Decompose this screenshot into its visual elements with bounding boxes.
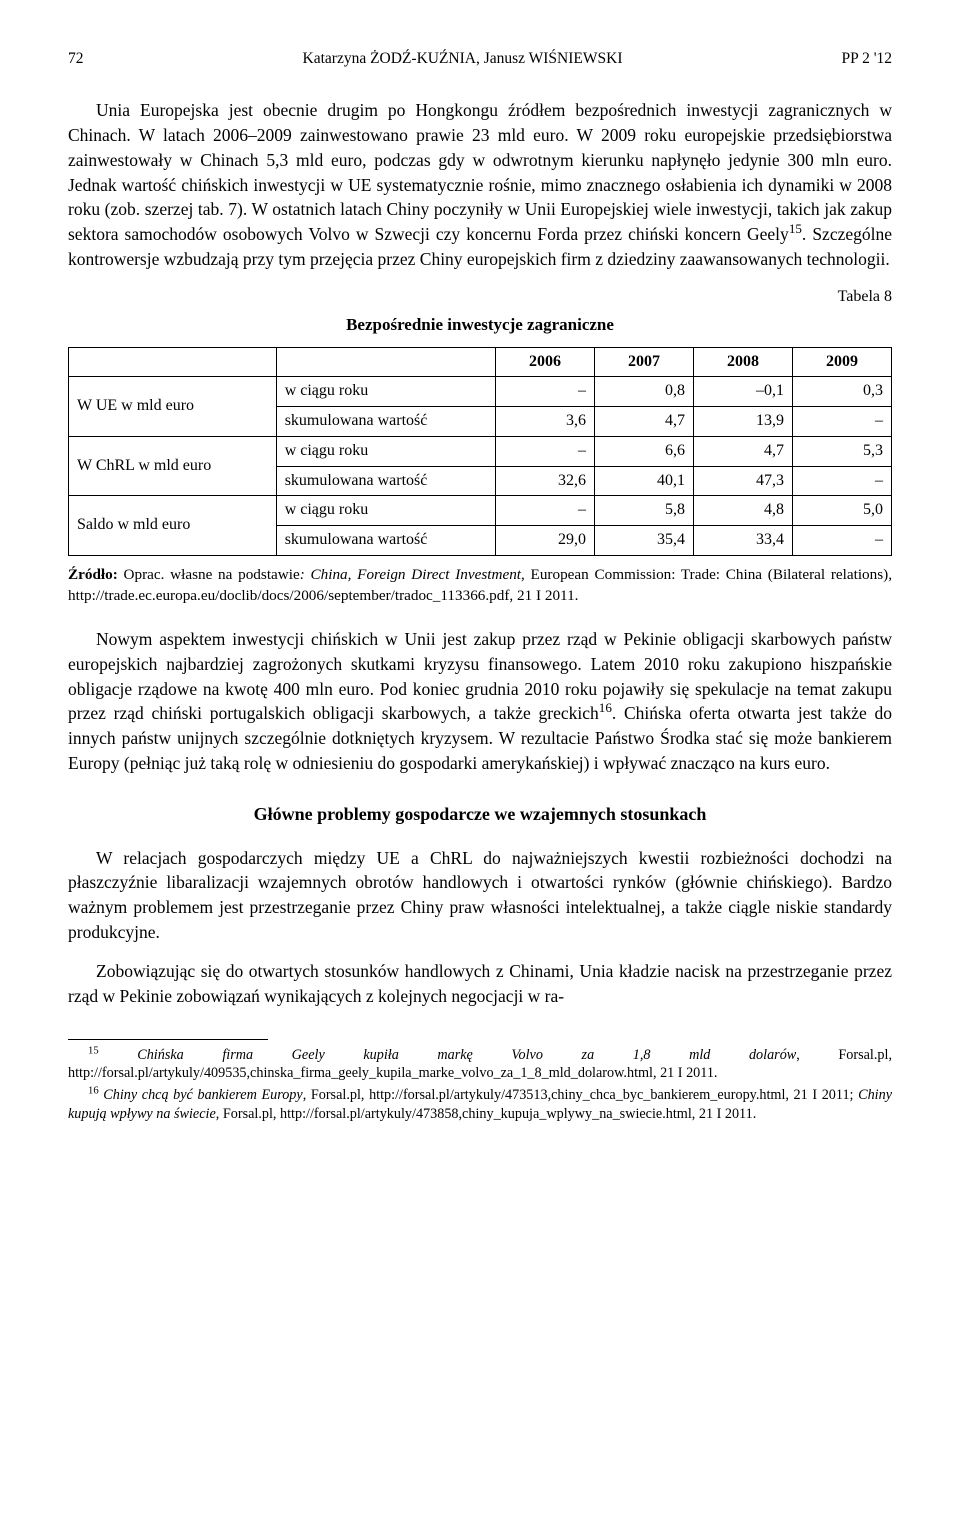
footnote-16-tail: , Forsal.pl, http://forsal.pl/artykuly/4… [216,1106,757,1122]
table-source: Źródło: Oprac. własne na podstawie: Chin… [68,564,892,607]
cell: – [496,436,595,466]
page-header: 72 Katarzyna ŻODŹ-KUŹNIA, Janusz WIŚNIEW… [68,48,892,70]
table-title: Bezpośrednie inwestycje zagraniczne [68,313,892,337]
cell: 3,6 [496,407,595,437]
row-label: skumulowana wartość [276,466,495,496]
source-text-a: Oprac. własne na podstawie [118,566,300,583]
cell: 4,7 [694,436,793,466]
cell: 32,6 [496,466,595,496]
source-label: Źródło: [68,566,118,583]
cell: – [496,377,595,407]
footnote-16: 16 Chiny chcą być bankierem Europy, Fors… [68,1086,892,1123]
table-8-wrap: Tabela 8 Bezpośrednie inwestycje zagrani… [68,286,892,607]
table-body: W UE w mld eurow ciągu roku–0,8–0,10,3sk… [69,377,892,555]
footnote-16-italic-1: Chiny chcą być bankierem Europy [103,1087,302,1103]
footnotes: 15 Chińska firma Geely kupiła markę Volv… [68,1046,892,1124]
cell: 33,4 [694,526,793,556]
source-text-italic: : China, Foreign Direct Investment [300,566,521,583]
paragraph-1-text: Unia Europejska jest obecnie drugim po H… [68,100,892,244]
cell: 0,8 [595,377,694,407]
cell: – [793,526,892,556]
page: 72 Katarzyna ŻODŹ-KUŹNIA, Janusz WIŚNIEW… [0,0,960,1187]
footnote-15-num: 15 [88,1045,99,1056]
header-authors: Katarzyna ŻODŹ-KUŹNIA, Janusz WIŚNIEWSKI [84,48,842,70]
cell: 5,3 [793,436,892,466]
cell: 5,0 [793,496,892,526]
table-row: W UE w mld eurow ciągu roku–0,8–0,10,3 [69,377,892,407]
footnote-ref-15: 15 [789,221,802,236]
page-number: 72 [68,48,84,70]
footnote-16-num: 16 [88,1085,99,1096]
row-label: skumulowana wartość [276,526,495,556]
cell: 5,8 [595,496,694,526]
table-row: Saldo w mld eurow ciągu roku–5,84,85,0 [69,496,892,526]
footnote-16-mid: , Forsal.pl, http://forsal.pl/artykuly/4… [303,1087,858,1103]
table-label: Tabela 8 [68,286,892,309]
table-head-row: 2006 2007 2008 2009 [69,347,892,377]
cell: 13,9 [694,407,793,437]
cell: 29,0 [496,526,595,556]
th-2006: 2006 [496,347,595,377]
footnote-15: 15 Chińska firma Geely kupiła markę Volv… [68,1046,892,1083]
footnote-15-italic: Chińska firma Geely kupiła markę Volvo z… [137,1047,796,1063]
cell: –0,1 [694,377,793,407]
row-label: skumulowana wartość [276,407,495,437]
cell: 40,1 [595,466,694,496]
row-label: w ciągu roku [276,496,495,526]
cell: 47,3 [694,466,793,496]
group-label: W ChRL w mld euro [69,436,277,495]
paragraph-3: W relacjach gospodarczych między UE a Ch… [68,846,892,945]
footnote-ref-16: 16 [599,701,612,716]
th-blank-2 [276,347,495,377]
cell: 4,8 [694,496,793,526]
cell: 35,4 [595,526,694,556]
cell: – [496,496,595,526]
th-blank-1 [69,347,277,377]
row-label: w ciągu roku [276,436,495,466]
th-2008: 2008 [694,347,793,377]
group-label: W UE w mld euro [69,377,277,436]
cell: 0,3 [793,377,892,407]
group-label: Saldo w mld euro [69,496,277,555]
th-2009: 2009 [793,347,892,377]
paragraph-2: Nowym aspektem inwestycji chińskich w Un… [68,627,892,776]
row-label: w ciągu roku [276,377,495,407]
cell: 6,6 [595,436,694,466]
section-heading: Główne problemy gospodarcze we wzajemnyc… [68,802,892,828]
th-2007: 2007 [595,347,694,377]
paragraph-4: Zobowiązując się do otwartych stosunków … [68,959,892,1009]
header-issue: PP 2 '12 [842,48,892,70]
table-8: 2006 2007 2008 2009 W UE w mld eurow cią… [68,347,892,556]
cell: 4,7 [595,407,694,437]
cell: – [793,407,892,437]
table-row: W ChRL w mld eurow ciągu roku–6,64,75,3 [69,436,892,466]
cell: – [793,466,892,496]
paragraph-1: Unia Europejska jest obecnie drugim po H… [68,98,892,272]
